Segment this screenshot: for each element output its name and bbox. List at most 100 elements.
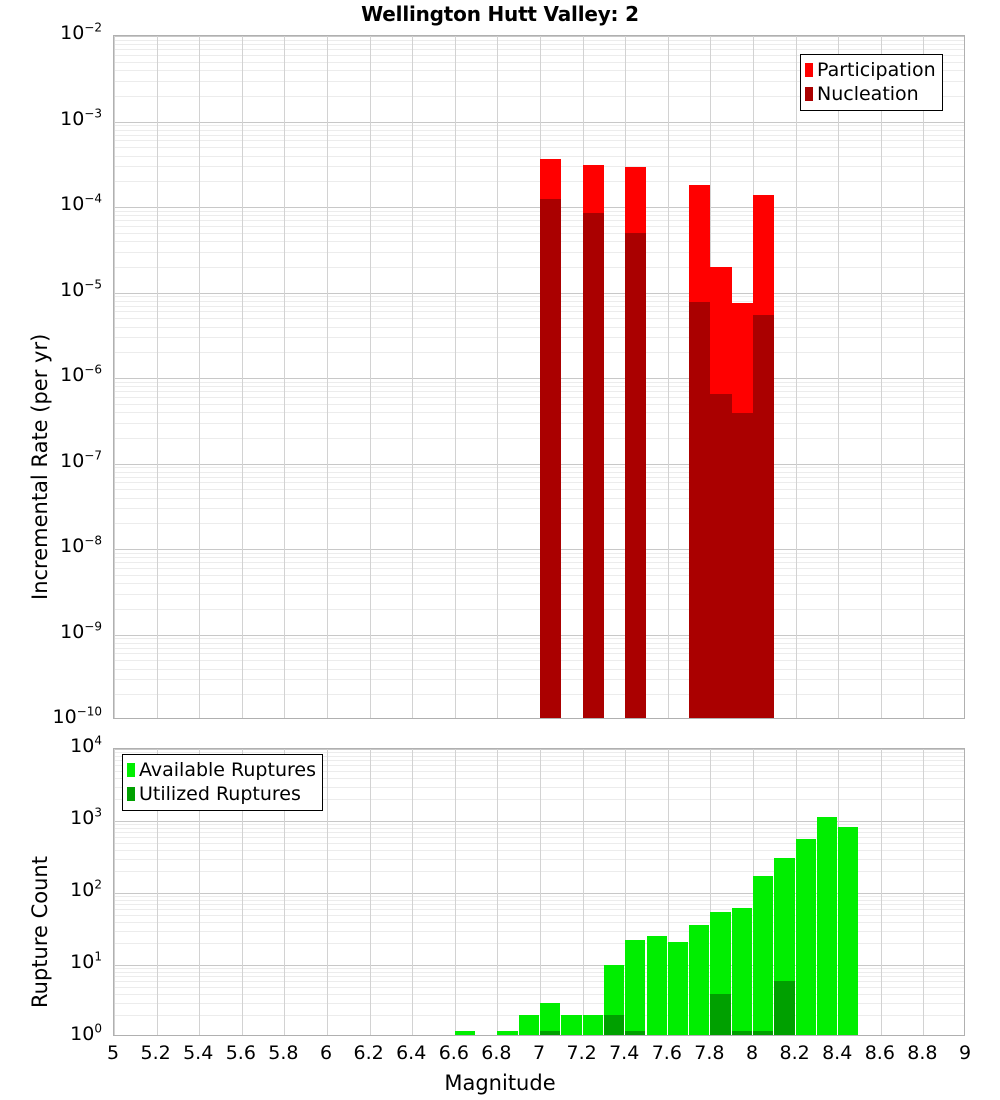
gridline-minor-horizontal (114, 976, 964, 978)
gridline-minor-horizontal (114, 147, 964, 149)
bottom-legend: Available Ruptures Utilized Ruptures (122, 754, 323, 811)
gridline-minor-horizontal (114, 523, 964, 525)
nucleation-segment (625, 232, 647, 718)
gridline-minor-horizontal (114, 694, 964, 696)
gridline-minor-horizontal (114, 422, 964, 424)
gridline-minor-horizontal (114, 476, 964, 478)
gridline-minor-horizontal (114, 95, 964, 97)
rupture-count-plot (113, 748, 965, 1036)
y-tick-label: 10−7 (60, 448, 102, 472)
gridline-minor-horizontal (114, 300, 964, 302)
gridline-minor-horizontal (114, 824, 964, 826)
gridline-minor-horizontal (114, 318, 964, 320)
gridline-vertical (881, 749, 882, 1035)
gridline-minor-horizontal (114, 232, 964, 234)
gridline-minor-horizontal (114, 166, 964, 168)
x-tick-label: 8.4 (822, 1042, 853, 1064)
x-tick-label: 9 (958, 1042, 972, 1064)
gridline-minor-horizontal (114, 608, 964, 610)
gridline-minor-horizontal (114, 220, 964, 222)
incremental-rate-bar (710, 266, 732, 718)
top-legend-item[interactable]: Participation (805, 58, 936, 82)
x-tick-label: 6.4 (396, 1042, 427, 1064)
legend-swatch-icon (127, 763, 135, 777)
rupture-count-bar (625, 940, 646, 1035)
gridline-minor-horizontal (114, 1002, 964, 1004)
gridline-vertical (242, 36, 243, 718)
gridline-minor-horizontal (114, 1015, 964, 1017)
gridline-major-horizontal (114, 893, 964, 894)
rupture-count-bar (497, 1031, 518, 1035)
legend-swatch-icon (805, 63, 813, 77)
rupture-count-bar (646, 936, 667, 1035)
top-legend-item[interactable]: Nucleation (805, 82, 936, 106)
x-tick-label: 7.2 (566, 1042, 597, 1064)
rupture-count-bar (582, 1015, 603, 1035)
gridline-vertical (497, 749, 498, 1035)
x-tick-label: 7.4 (609, 1042, 640, 1064)
gridline-minor-horizontal (114, 777, 964, 779)
gridline-vertical (881, 36, 882, 718)
gridline-minor-horizontal (114, 653, 964, 655)
gridline-vertical (668, 36, 669, 718)
gridline-minor-horizontal (114, 993, 964, 995)
gridline-minor-horizontal (114, 134, 964, 136)
gridline-major-horizontal (114, 821, 964, 822)
y-tick-label: 10−2 (60, 20, 102, 44)
gridline-minor-horizontal (114, 786, 964, 788)
gridline-minor-horizontal (114, 842, 964, 844)
gridline-minor-horizontal (114, 642, 964, 644)
rupture-count-bar (603, 965, 625, 1035)
gridline-minor-horizontal (114, 305, 964, 307)
gridline-minor-horizontal (114, 125, 964, 127)
rupture-count-bar (561, 1015, 582, 1035)
gridline-minor-horizontal (114, 210, 964, 212)
gridline-minor-horizontal (114, 39, 964, 41)
gridline-vertical (583, 749, 584, 1035)
gridline-vertical (157, 749, 158, 1035)
gridline-vertical (284, 749, 285, 1035)
x-tick-label: 8.8 (907, 1042, 938, 1064)
gridline-minor-horizontal (114, 760, 964, 762)
nucleation-segment (710, 393, 732, 718)
x-tick-label: 5.8 (268, 1042, 299, 1064)
x-axis-label: Magnitude (444, 1071, 556, 1095)
y-tick-label: 10−4 (60, 191, 102, 215)
y-tick-label: 10−5 (60, 277, 102, 301)
gridline-minor-horizontal (114, 574, 964, 576)
utilized-segment (540, 1030, 561, 1035)
x-tick-label: 6.2 (353, 1042, 384, 1064)
x-tick-label: 8.2 (779, 1042, 810, 1064)
gridline-minor-horizontal (114, 508, 964, 510)
gridline-minor-horizontal (114, 497, 964, 499)
utilized-segment (753, 1030, 774, 1035)
x-tick-label: 7 (532, 1042, 546, 1064)
gridline-minor-horizontal (114, 552, 964, 554)
gridline-minor-horizontal (114, 241, 964, 243)
top-legend: Participation Nucleation (800, 54, 943, 111)
x-tick-label: 8.6 (864, 1042, 895, 1064)
x-tick-label: 6 (319, 1042, 333, 1064)
legend-label: Available Ruptures (139, 758, 316, 781)
x-tick-label: 5.4 (183, 1042, 214, 1064)
gridline-minor-horizontal (114, 904, 964, 906)
gridline-minor-horizontal (114, 896, 964, 898)
gridline-minor-horizontal (114, 930, 964, 932)
gridline-minor-horizontal (114, 755, 964, 757)
x-tick-label: 6.8 (481, 1042, 512, 1064)
y-tick-label: 100 (70, 1021, 102, 1045)
incremental-rate-bar (582, 164, 604, 718)
bottom-legend-item[interactable]: Utilized Ruptures (127, 782, 316, 806)
gridline-vertical (157, 36, 158, 718)
y-tick-label: 10−8 (60, 533, 102, 557)
gridline-minor-horizontal (114, 660, 964, 662)
gridline-minor-horizontal (114, 44, 964, 46)
bottom-legend-item[interactable]: Available Ruptures (127, 758, 316, 782)
gridline-vertical (242, 749, 243, 1035)
gridline-minor-horizontal (114, 381, 964, 383)
gridline-minor-horizontal (114, 647, 964, 649)
gridline-minor-horizontal (114, 352, 964, 354)
gridline-vertical (327, 36, 328, 718)
legend-swatch-icon (127, 787, 135, 801)
x-tick-label: 5.2 (140, 1042, 171, 1064)
